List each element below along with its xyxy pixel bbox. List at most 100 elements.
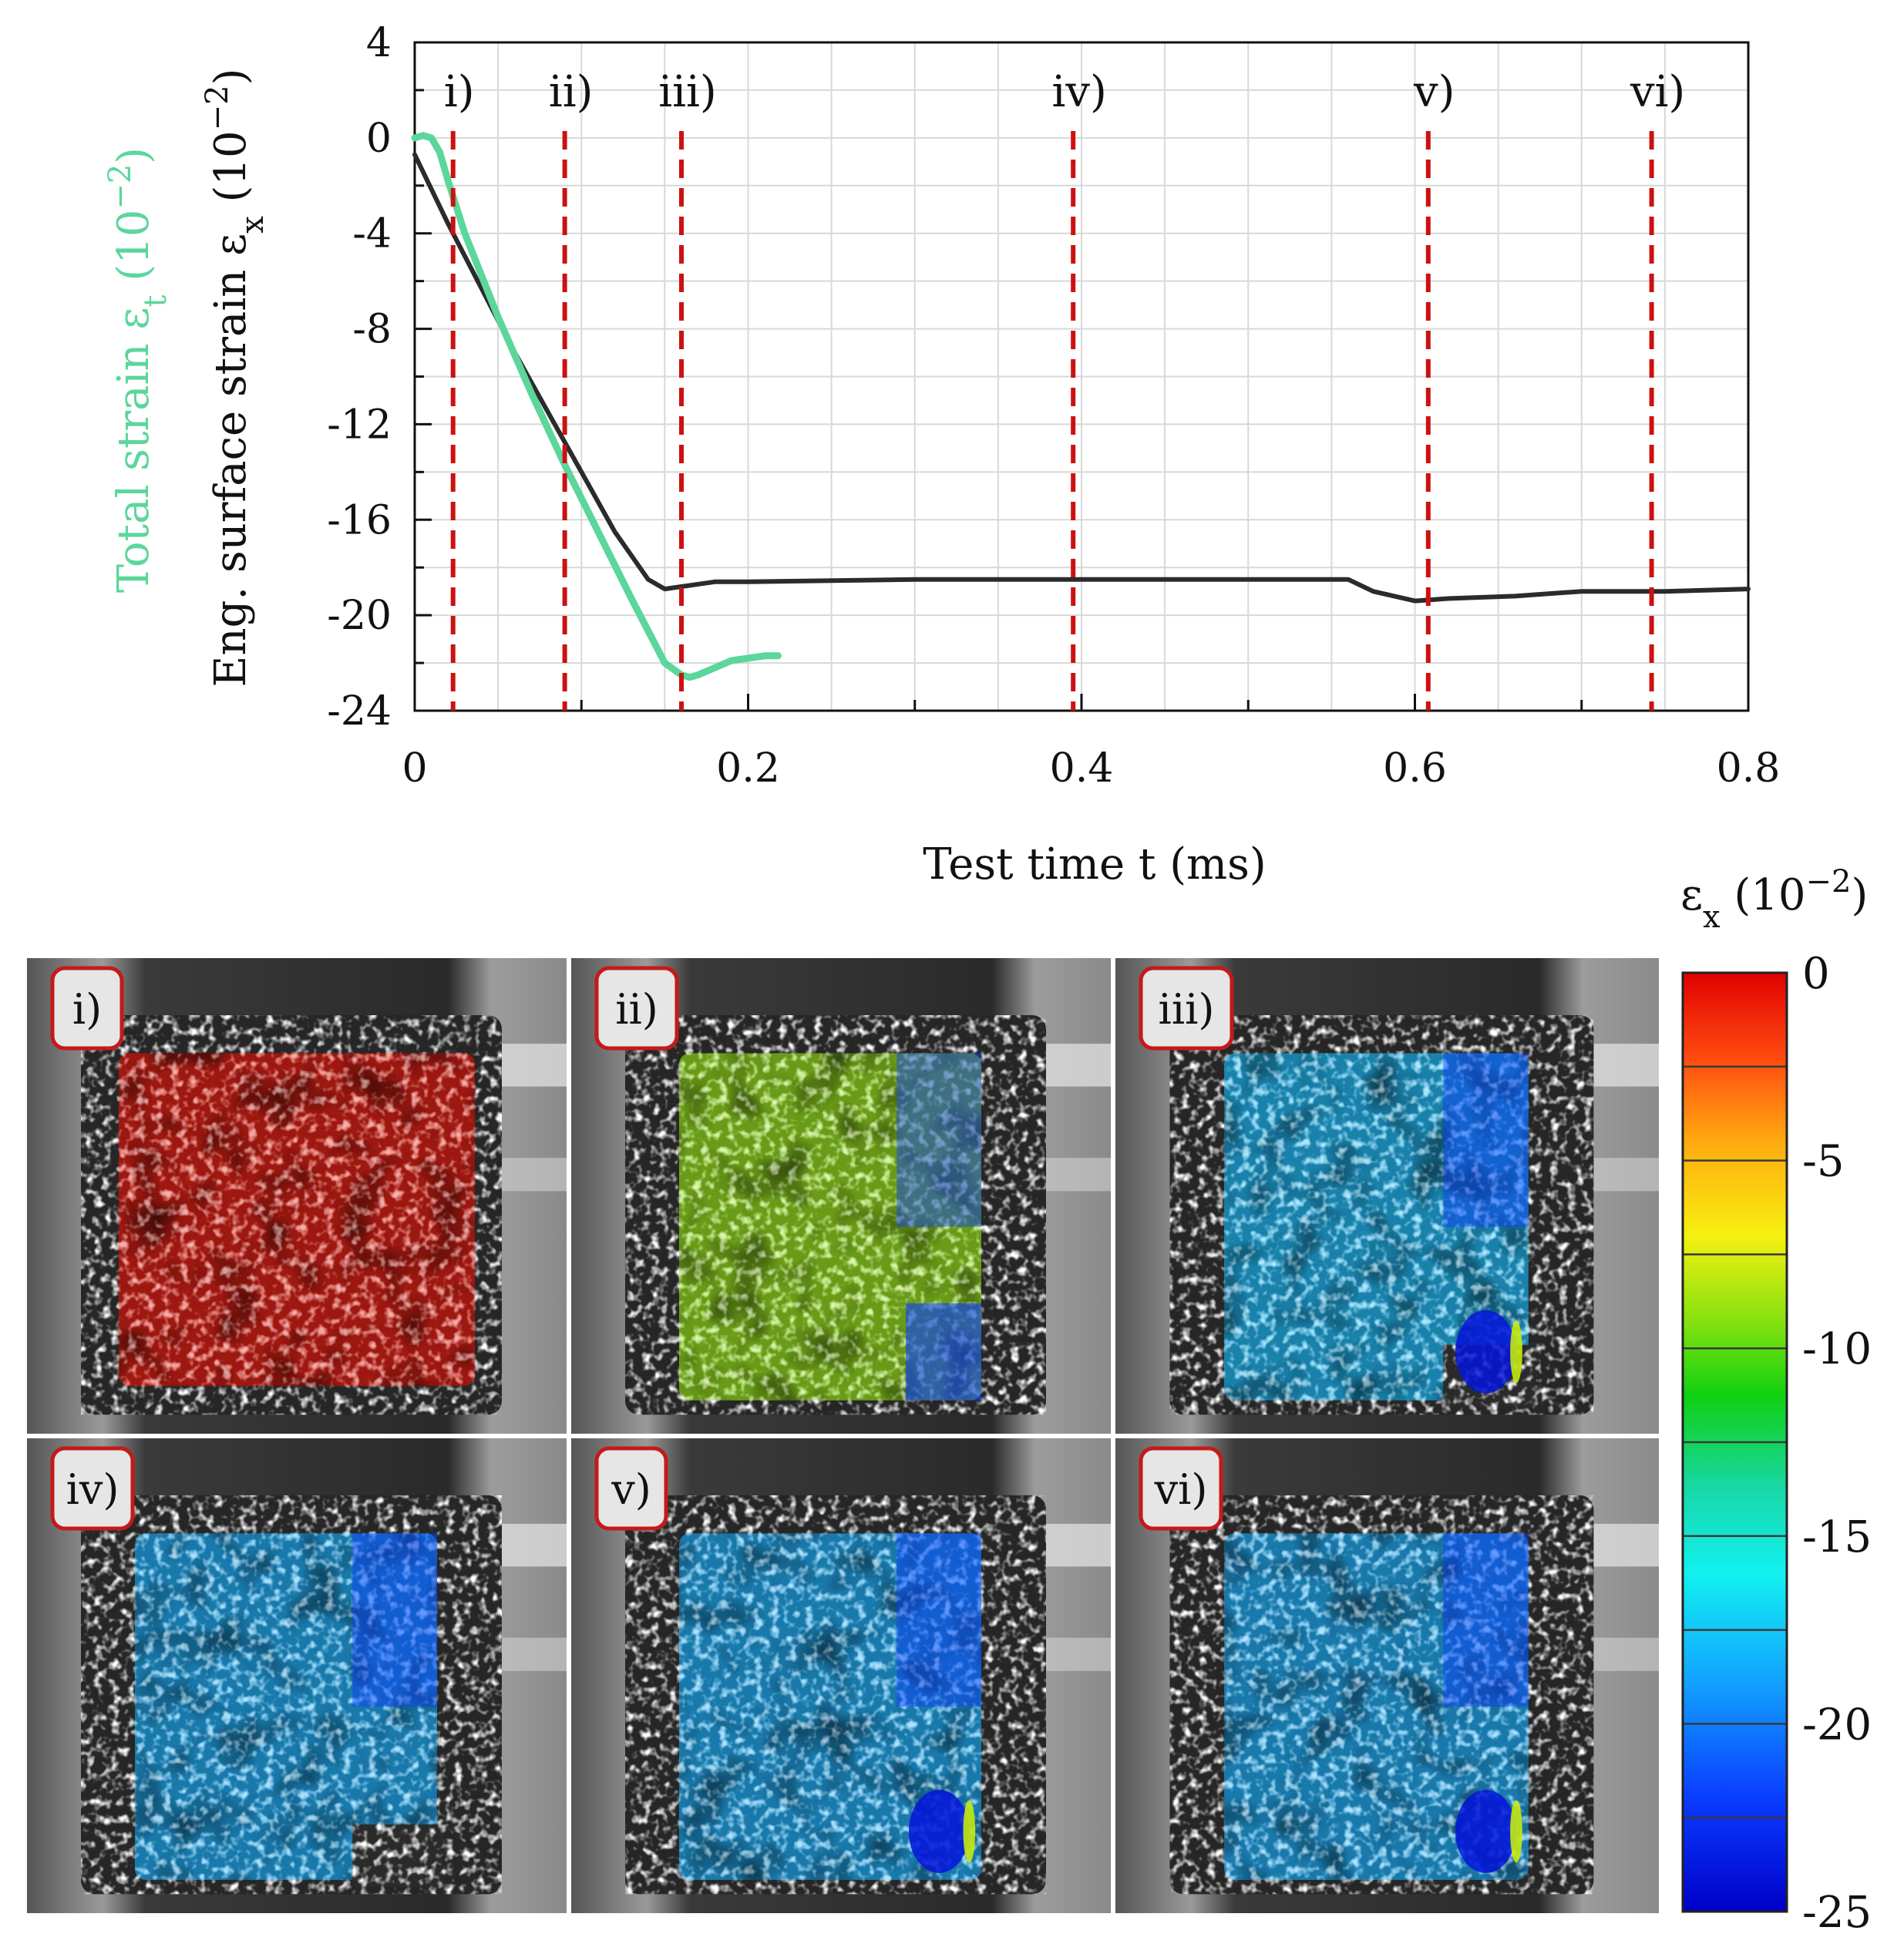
strain-zone-right	[896, 1533, 981, 1707]
plot-series	[411, 132, 1751, 681]
x-tick-label: 0.2	[716, 745, 780, 792]
strain-hotspot-edge	[1510, 1800, 1522, 1863]
strain-overlay-speckle	[679, 1533, 981, 1880]
dic-panels: i) ii) iii) iv) v) vi)	[27, 958, 1659, 1913]
colorbar-tick-label: -5	[1802, 1137, 1845, 1187]
dic-panel: ii)	[571, 958, 1111, 1434]
strain-overlay-speckle	[135, 1533, 437, 1880]
strain-zone-right	[1443, 1533, 1529, 1707]
total-strain-unit: (10	[109, 210, 159, 295]
colorbar-title-symbol: ε	[1680, 870, 1703, 920]
colorbar-title: εx (10−2)	[1680, 864, 1868, 935]
strain-hotspot	[1455, 1789, 1517, 1873]
x-tick-label: 0.8	[1717, 745, 1781, 792]
panel-label-badge-box	[50, 966, 124, 1051]
colorbar-tick-label: -15	[1802, 1512, 1872, 1562]
dic-panel-image	[571, 1438, 1111, 1913]
colorbar-tick-label: -25	[1802, 1888, 1872, 1938]
time-marker-label: v)	[1413, 67, 1455, 117]
plot-markers: i) ii) iii) iv) v) vi)	[444, 67, 1685, 711]
y-axis-title-surface-strain: Eng. surface strain εx (10−2)	[200, 69, 271, 688]
series-line-surface-strain	[412, 152, 1751, 604]
dic-panel: v)	[571, 1438, 1111, 1913]
x-tick-label: 0.6	[1383, 745, 1447, 792]
panel-label: iv)	[66, 1465, 119, 1514]
panel-label-badge-box	[50, 1446, 135, 1531]
colorbar-frame	[1681, 971, 1788, 1913]
total-strain-close: )	[109, 147, 159, 164]
notch-speckle	[352, 1824, 443, 1887]
total-strain-exp: −2	[103, 164, 138, 210]
colorbar-tick-label: 0	[1802, 949, 1830, 999]
time-marker-label: iv)	[1051, 67, 1106, 117]
y-tick-label: -4	[352, 211, 392, 257]
strain-overlay-speckle	[1224, 1053, 1529, 1401]
surface-strain-label: Eng. surface strain ε	[206, 234, 256, 688]
strain-overlay-speckle	[119, 1053, 475, 1387]
strain-overlay-speckle	[1224, 1533, 1529, 1880]
panel-label-badge: v)	[594, 1446, 668, 1531]
time-marker-label: iii)	[658, 67, 717, 117]
plot-ticks: 40-4-8-12-16-20-240 0.2 0.4 0.6 0.8	[327, 20, 1780, 792]
x-tick-label: 0	[402, 745, 427, 792]
colorbar-title-sub: x	[1703, 900, 1721, 935]
colorbar-title-exp: −2	[1805, 864, 1851, 900]
panel-label-badge: iv)	[50, 1446, 135, 1531]
surface-strain-exp: −2	[200, 85, 235, 130]
colorbar-title-unit: (10	[1721, 870, 1806, 920]
panel-label-badge-box	[594, 1446, 668, 1531]
panel-label-badge: vi)	[1139, 1446, 1223, 1531]
time-marker-label: ii)	[549, 67, 594, 117]
panel-label-badge: ii)	[594, 966, 679, 1051]
panel-label-badge: i)	[50, 966, 124, 1051]
dic-panel: vi)	[1115, 1438, 1659, 1913]
strain-zone-right	[1443, 1053, 1529, 1227]
dic-panel-image	[27, 958, 567, 1434]
y-tick-label: -8	[352, 307, 392, 353]
panel-label: iii)	[1159, 985, 1215, 1034]
y-tick-label: -16	[327, 497, 392, 543]
y-axis-title-total-strain: Total strain εt (10−2)	[103, 147, 173, 593]
y-tick-label: -24	[327, 688, 392, 735]
panel-label-badge-box	[594, 966, 679, 1051]
dic-panel: iii)	[1115, 958, 1659, 1434]
surface-strain-close: )	[206, 69, 256, 86]
strain-zone-right	[352, 1533, 437, 1707]
y-tick-label: 4	[366, 20, 392, 66]
strain-hotspot-edge	[1510, 1320, 1522, 1384]
surface-strain-sub: x	[235, 216, 271, 234]
plot-grid	[415, 42, 1748, 711]
dic-panel-image	[571, 958, 1111, 1434]
total-strain-label: Total strain ε	[109, 308, 159, 594]
dic-panel: iv)	[27, 1438, 567, 1913]
strain-hotspot	[908, 1789, 970, 1873]
x-axis-title: Test time t (ms)	[923, 839, 1266, 890]
dic-panel-image	[27, 1438, 567, 1913]
y-tick-label: 0	[366, 116, 392, 162]
panel-label-badge: iii)	[1139, 966, 1234, 1051]
x-tick-label: 0.4	[1050, 745, 1114, 792]
time-marker-label: i)	[444, 67, 475, 117]
colorbar-title-close: )	[1851, 870, 1868, 920]
colorbar-tick-label: -10	[1802, 1324, 1872, 1374]
strain-hotspot-edge	[963, 1800, 976, 1863]
colorbar-tick-label: -20	[1802, 1700, 1872, 1750]
panel-label: ii)	[615, 985, 658, 1034]
panel-label-badge-box	[1139, 966, 1234, 1051]
total-strain-sub: t	[138, 295, 173, 308]
surface-strain-unit: (10	[206, 130, 256, 216]
time-marker-label: vi)	[1630, 67, 1685, 117]
y-tick-label: -20	[327, 593, 392, 639]
strain-zone-right	[896, 1053, 981, 1227]
panel-label-badge-box	[1139, 1446, 1223, 1531]
y-tick-label: -12	[327, 402, 392, 448]
colorbar: 0 -5 -10 -15 -20 -25	[1681, 949, 1872, 1938]
strain-hotspot	[1455, 1310, 1517, 1394]
panel-label: vi)	[1154, 1465, 1208, 1514]
series-line-total-strain	[411, 132, 782, 681]
dic-panel: i)	[27, 958, 567, 1434]
strain-zone-corner	[906, 1303, 981, 1401]
panel-label: v)	[611, 1465, 651, 1514]
